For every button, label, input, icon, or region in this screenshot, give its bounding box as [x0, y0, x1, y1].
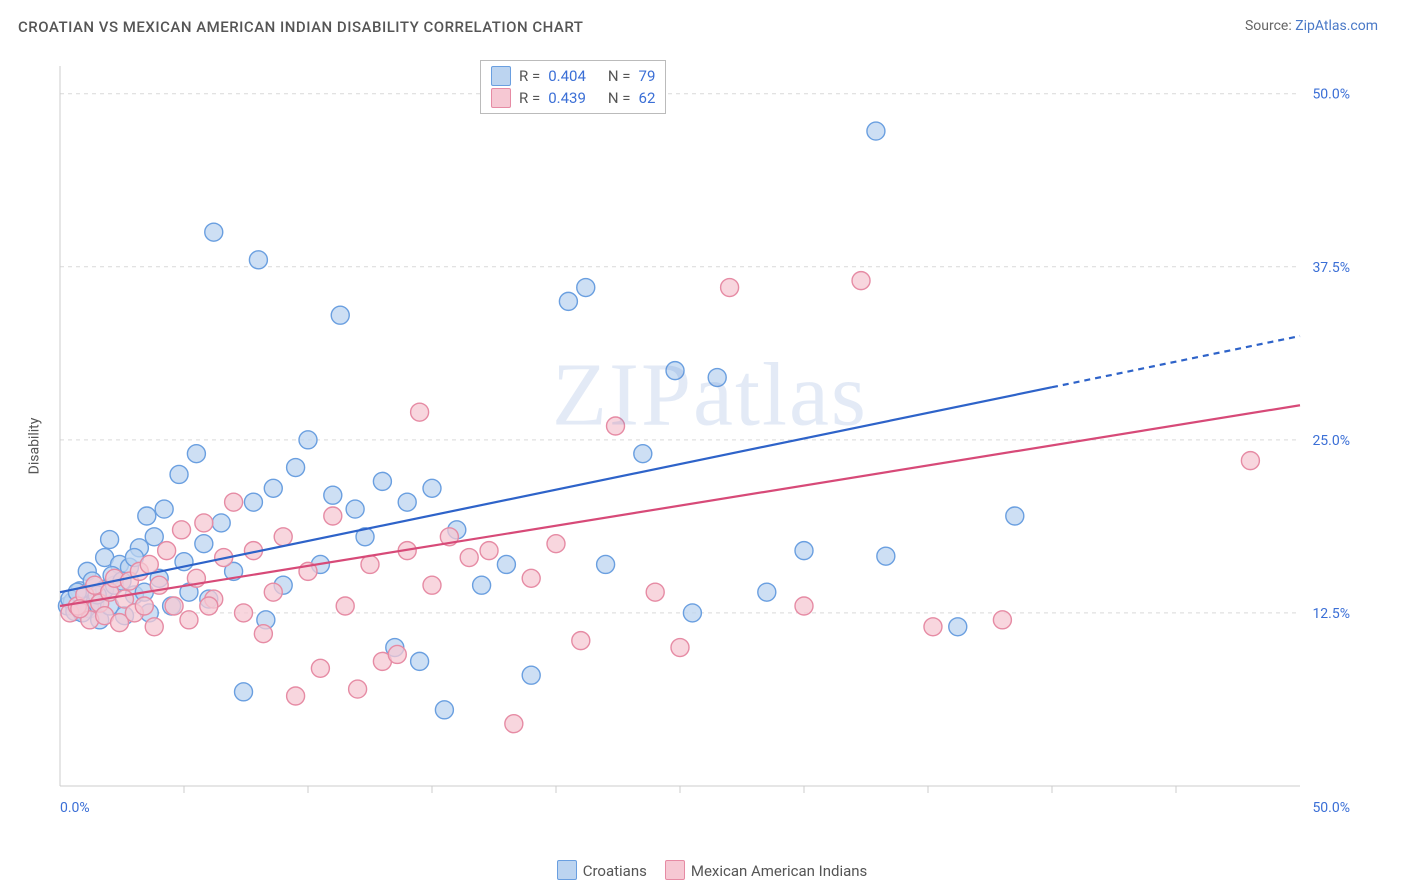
legend-label: Mexican American Indians — [691, 862, 867, 880]
stat-n-value: 79 — [639, 65, 656, 87]
svg-text:25.0%: 25.0% — [1312, 433, 1350, 449]
bottom-legend: Croatians Mexican American Indians — [0, 860, 1406, 880]
source-link[interactable]: ZipAtlas.com — [1295, 18, 1378, 34]
legend-swatch-icon — [557, 860, 577, 880]
legend-swatch-icon — [665, 860, 685, 880]
stat-label: R = — [519, 87, 540, 109]
stat-label: N = — [608, 87, 631, 109]
legend-label: Croatians — [583, 862, 647, 880]
source-label: Source: ZipAtlas.com — [1245, 18, 1378, 34]
svg-text:12.5%: 12.5% — [1312, 606, 1350, 622]
chart-container: CROATIAN VS MEXICAN AMERICAN INDIAN DISA… — [0, 0, 1406, 892]
y-axis-label: Disability — [26, 418, 42, 475]
stat-label: N = — [608, 65, 631, 87]
svg-text:37.5%: 37.5% — [1312, 260, 1350, 276]
svg-text:0.0%: 0.0% — [60, 800, 90, 816]
legend-swatch-icon — [491, 66, 511, 86]
stats-row: R = 0.404 N = 79 — [491, 65, 655, 87]
stat-n-value: 62 — [639, 87, 656, 109]
stat-label: R = — [519, 65, 540, 87]
stat-r-value: 0.439 — [548, 87, 586, 109]
chart-svg: 12.5% 25.0% 37.5% 50.0% 0.0% 50.0% — [50, 56, 1370, 826]
stats-legend-box: R = 0.404 N = 79 R = 0.439 N = 62 — [480, 60, 666, 114]
plot-area: 12.5%25.0%37.5%50.0%0.0%50.0% ZIPatlas R… — [50, 56, 1370, 826]
svg-text:50.0%: 50.0% — [1312, 87, 1350, 103]
svg-text:50.0%: 50.0% — [1312, 800, 1350, 816]
legend-swatch-icon — [491, 88, 511, 108]
chart-title: CROATIAN VS MEXICAN AMERICAN INDIAN DISA… — [18, 18, 583, 36]
source-prefix: Source: — [1245, 18, 1295, 34]
stats-row: R = 0.439 N = 62 — [491, 87, 655, 109]
stat-r-value: 0.404 — [548, 65, 586, 87]
header-row: CROATIAN VS MEXICAN AMERICAN INDIAN DISA… — [0, 0, 1406, 36]
